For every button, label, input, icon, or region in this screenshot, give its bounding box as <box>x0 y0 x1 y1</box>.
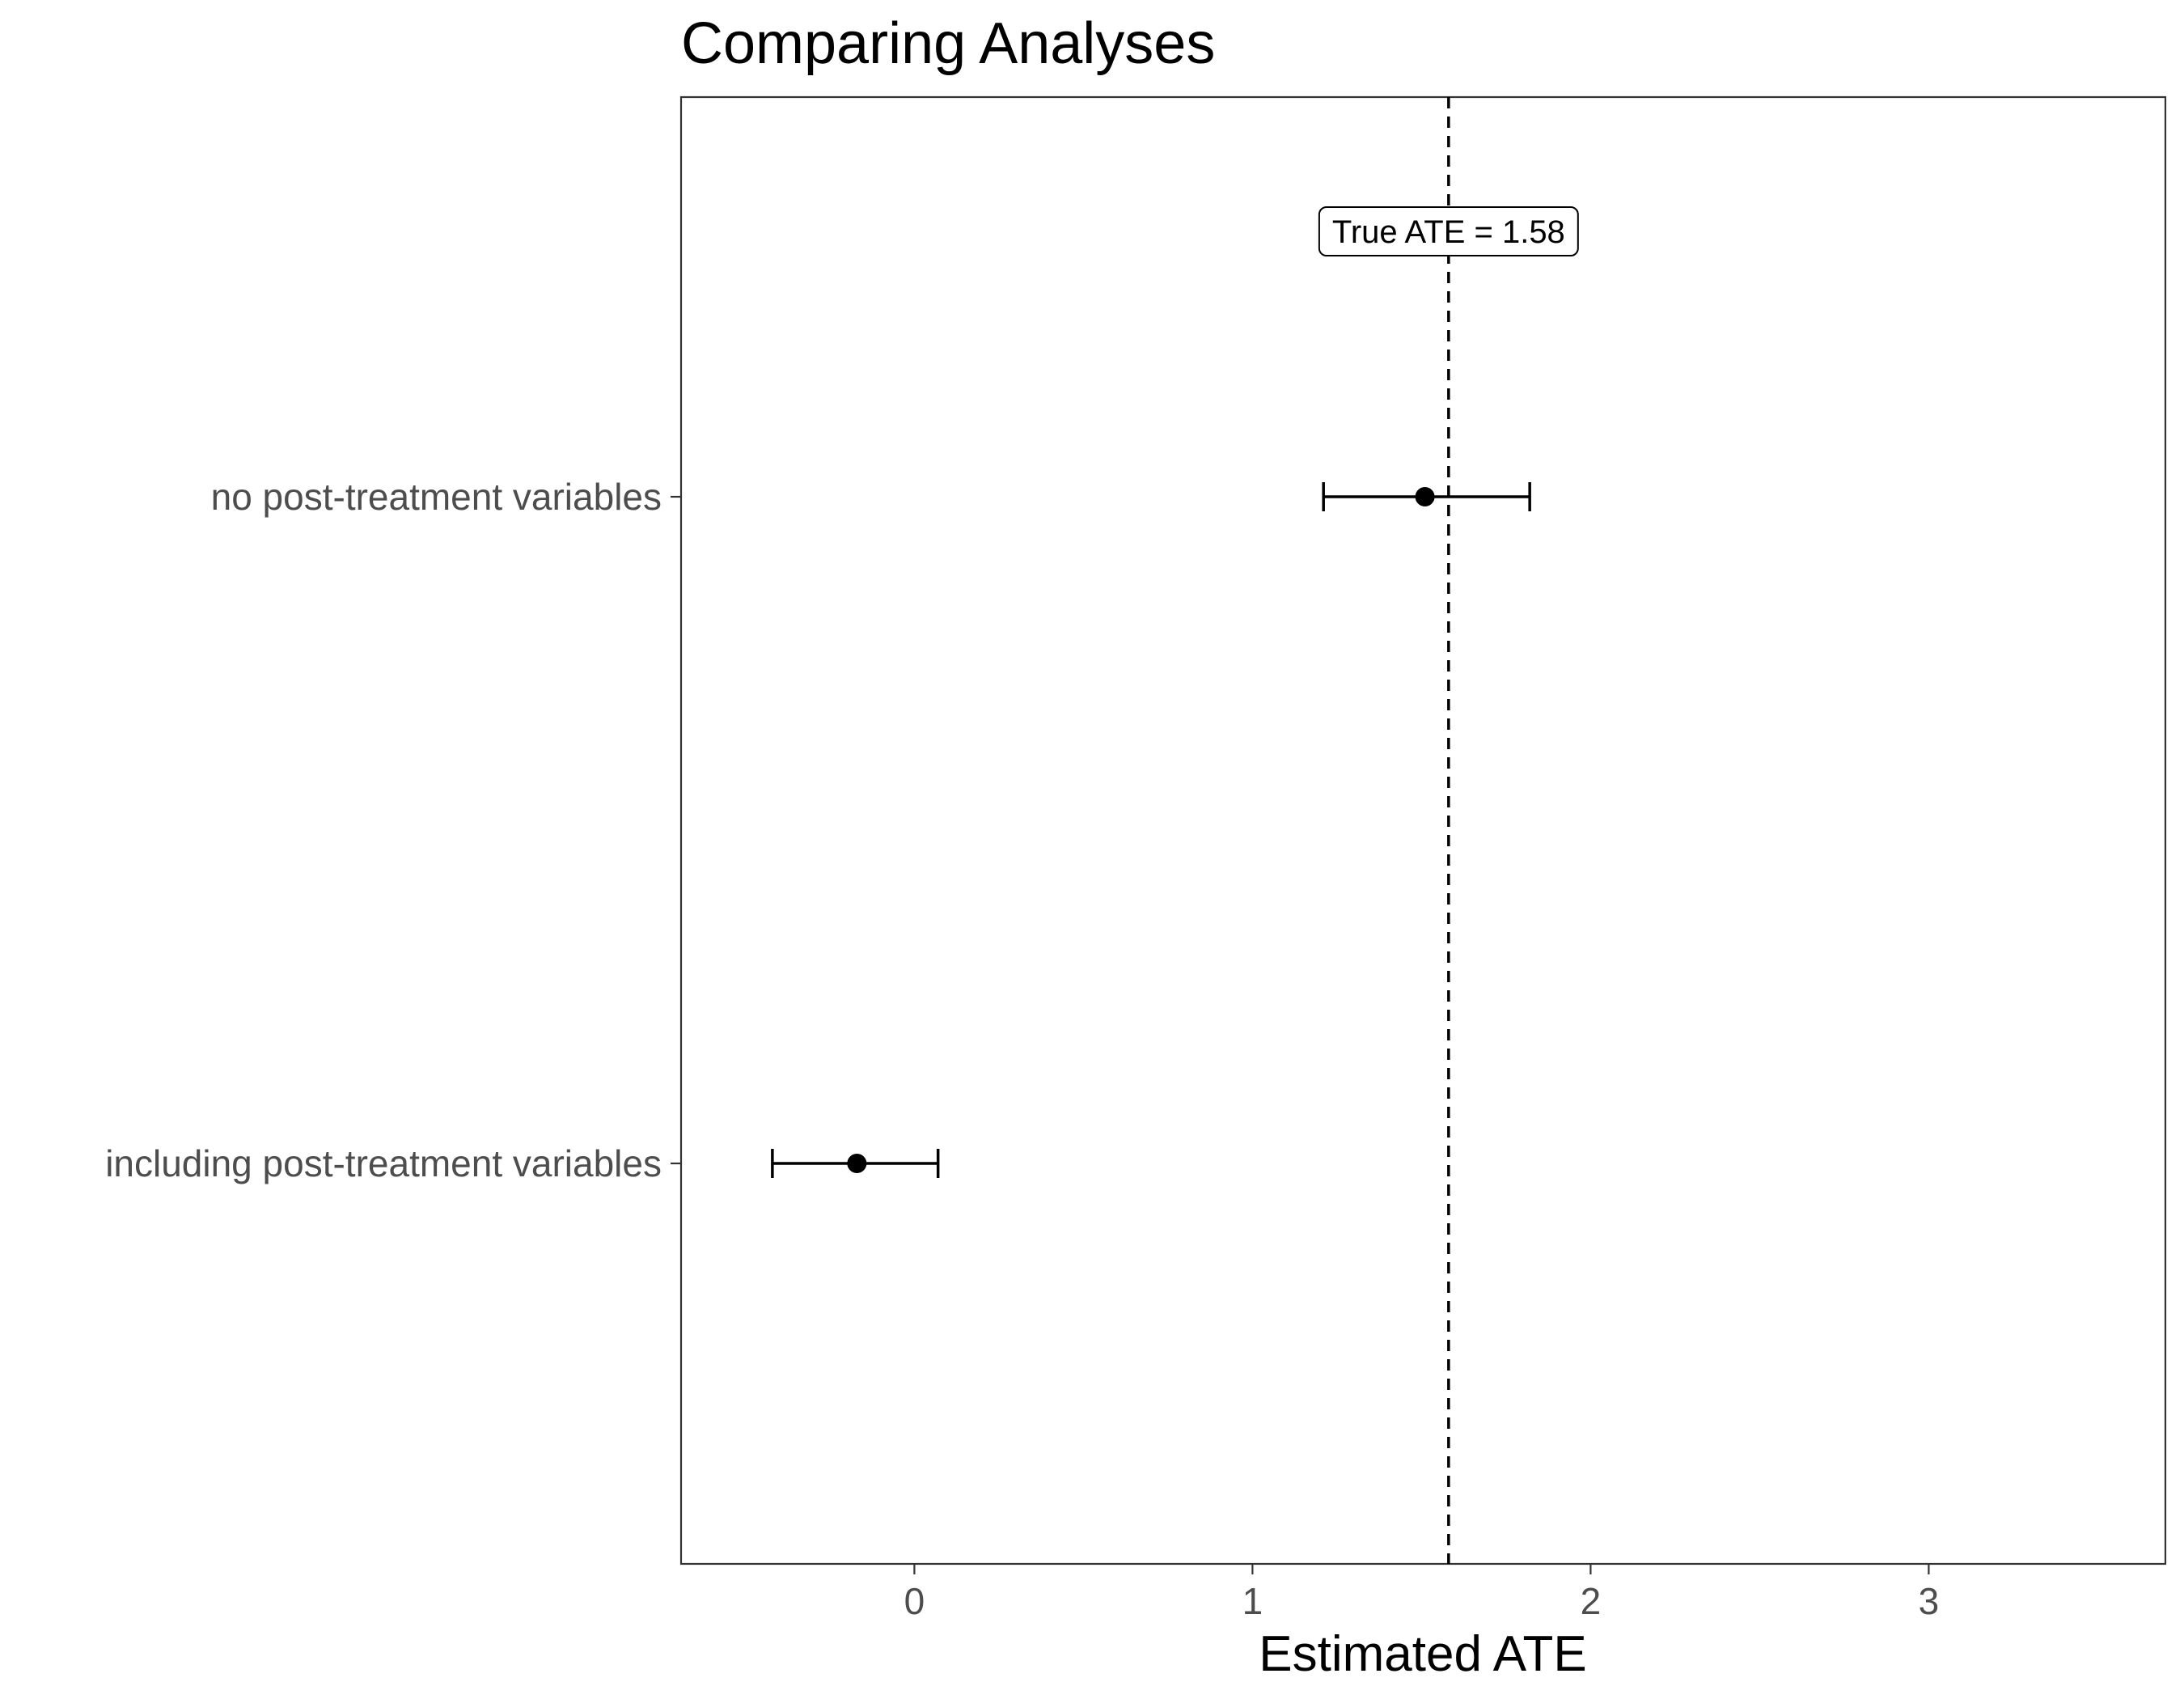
x-tick-label: 0 <box>904 1580 925 1622</box>
x-tick-label: 2 <box>1581 1580 1602 1622</box>
annotation-group: True ATE = 1.58 <box>1318 206 1579 256</box>
y-category-label: including post-treatment variables <box>105 1142 662 1184</box>
x-tick-label: 1 <box>1242 1580 1263 1622</box>
y-axis: no post-treatment variables including pos… <box>105 476 681 1184</box>
plot-panel <box>679 95 2167 1566</box>
x-axis-title: Estimated ATE <box>1259 1626 1586 1682</box>
x-axis: 0 1 2 3 <box>904 1564 1940 1622</box>
chart-title: Comparing Analyses <box>681 11 1215 76</box>
point-estimate <box>847 1154 867 1173</box>
annotation-label-box <box>1318 206 1579 256</box>
annotation-label: True ATE = 1.58 <box>1332 214 1565 250</box>
estimate-marks <box>771 482 1531 1178</box>
point-estimate <box>1415 487 1435 506</box>
x-tick-label: 3 <box>1919 1580 1940 1622</box>
y-category-label: no post-treatment variables <box>211 476 662 518</box>
